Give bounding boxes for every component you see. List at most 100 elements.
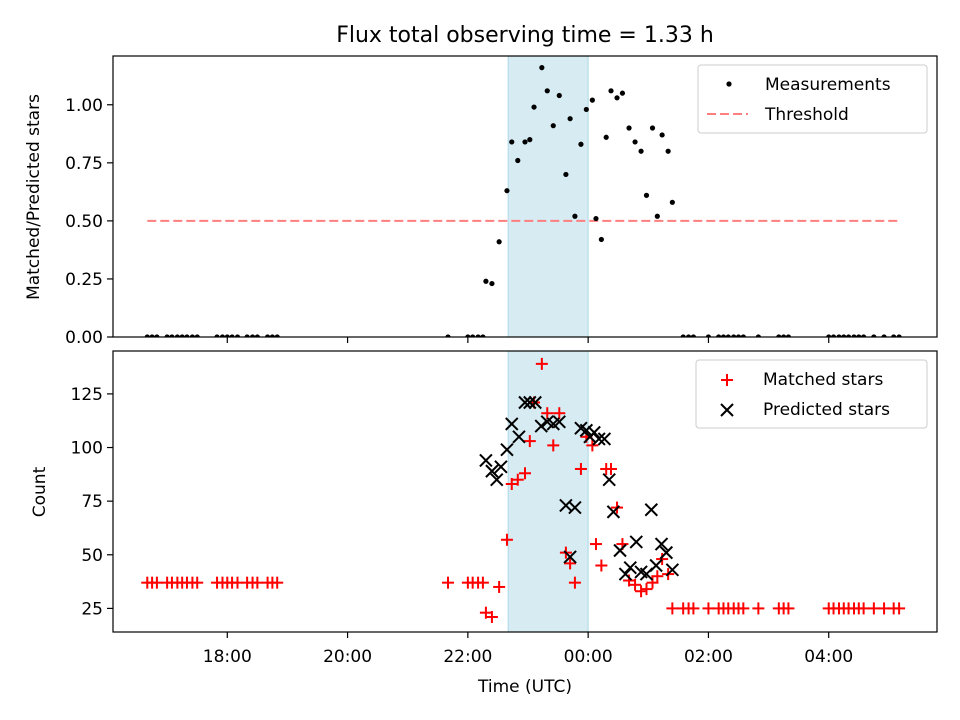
- matched-star-point: [656, 553, 669, 566]
- measurement-point: [194, 334, 200, 337]
- predicted-star-point: [613, 543, 627, 558]
- measurement-point: [781, 334, 787, 337]
- measurement-point: [567, 116, 573, 122]
- predicted-star-point: [606, 505, 621, 519]
- measurement-point: [845, 334, 852, 337]
- measurement-point: [603, 134, 609, 140]
- bottom-y-tick-label: 50: [81, 546, 103, 566]
- predicted-star-point: [490, 472, 504, 487]
- measurement-point: [496, 239, 502, 245]
- measurement-point: [572, 213, 578, 219]
- measurement-point: [598, 236, 604, 243]
- measurement-point: [731, 334, 737, 337]
- measurement-point: [544, 88, 550, 94]
- measurement-point: [480, 334, 486, 337]
- matched-star-point: [867, 602, 880, 615]
- measurement-point: [649, 125, 656, 131]
- predicted-star-point: [597, 432, 612, 446]
- measurement-point: [504, 188, 510, 194]
- top-y-tick-label: 0.00: [65, 328, 103, 348]
- matched-star-point: [541, 407, 554, 420]
- top-panel: 0.00 0.25 0.50 0.75 1.00 Matched/Predicted s…: [24, 55, 938, 348]
- top-panel-shaded-span: [507, 55, 589, 338]
- bottom-y-tick-label: 100: [71, 439, 103, 459]
- matched-star-point: [505, 477, 518, 490]
- measurement-point: [578, 141, 584, 147]
- measurement-point: [589, 97, 595, 103]
- predicted-star-point: [602, 472, 616, 487]
- measurement-point: [164, 334, 170, 337]
- top-y-tick-label: 1.00: [65, 96, 103, 116]
- predicted-star-point: [518, 395, 532, 410]
- measurement-point: [475, 334, 481, 337]
- legend-measurements-marker: [726, 81, 732, 87]
- predicted-star-point: [563, 550, 577, 564]
- matched-star-point: [150, 576, 163, 589]
- bottom-panel: 25 50 75 100 125 18:00 20:00 22:00 00:00 02:00 04…: [30, 350, 938, 697]
- matched-star-point: [500, 533, 513, 546]
- predicted-star-point: [623, 560, 637, 575]
- measurement-point: [720, 334, 727, 337]
- predicted-star-point: [512, 430, 526, 444]
- x-tick-label: 04:00: [804, 647, 853, 667]
- matched-star-point: [666, 602, 679, 615]
- predicted-star-point: [494, 460, 508, 474]
- predicted-star-point: [568, 500, 582, 515]
- measurement-point: [174, 334, 180, 337]
- predicted-star-point: [528, 395, 542, 410]
- predicted-star-point: [659, 545, 674, 560]
- matched-star-point: [857, 602, 870, 615]
- bottom-y-axis-label: Count: [30, 466, 50, 517]
- chart-title: Flux total observing time = 1.33 h: [336, 23, 714, 48]
- measurement-point: [836, 334, 842, 337]
- measurement-point: [527, 137, 533, 143]
- matched-star-point: [519, 467, 531, 480]
- top-y-axis-label: Matched/Predicted stars: [24, 94, 44, 300]
- measurement-point: [705, 334, 712, 337]
- top-y-tick-label: 0.25: [65, 270, 103, 290]
- legend-predicted-label: Predicted stars: [763, 400, 890, 420]
- top-y-tick-label: 0.50: [65, 212, 103, 232]
- measurement-point: [593, 215, 599, 222]
- matched-star-point: [629, 578, 642, 591]
- measurement-point: [189, 334, 195, 337]
- measurement-point: [244, 334, 250, 337]
- matched-star-point: [640, 583, 653, 596]
- bottom-legend: Matched stars Predicted stars: [695, 359, 928, 429]
- top-y-axis: 0.00 0.25 0.50 0.75 1.00: [65, 96, 113, 348]
- top-x-ticks: [226, 337, 830, 343]
- measurement-point: [669, 199, 675, 205]
- measurement-point: [716, 334, 722, 337]
- top-panel-frame: [112, 55, 938, 338]
- measurement-point: [515, 157, 521, 164]
- measurement-point: [851, 334, 857, 337]
- top-y-tick-label: 0.75: [65, 154, 103, 174]
- measurement-point: [489, 280, 495, 287]
- measurement-point: [881, 334, 887, 337]
- measurement-point: [445, 334, 451, 337]
- matched-star-point: [191, 576, 204, 589]
- measurement-point: [861, 334, 867, 337]
- measurement-point: [735, 334, 742, 337]
- predicted-star-point: [587, 425, 601, 440]
- measurement-point: [619, 90, 626, 96]
- legend-matched-marker: [721, 374, 733, 386]
- measurement-point: [632, 139, 638, 145]
- measurement-point: [274, 334, 280, 337]
- measurement-point: [654, 213, 660, 219]
- measurement-point: [144, 334, 150, 337]
- measurement-point: [269, 334, 275, 337]
- measurement-point: [563, 171, 569, 178]
- measurement-point: [224, 334, 230, 337]
- legend-threshold-label: Threshold: [764, 105, 849, 125]
- measurement-point: [659, 132, 665, 138]
- measurement-point: [169, 334, 175, 337]
- bottom-legend-box: [695, 359, 928, 429]
- matched-star-point: [646, 576, 659, 589]
- measurement-point: [740, 334, 746, 337]
- predicted-star-point: [523, 395, 537, 410]
- predicted-star-point: [534, 419, 548, 433]
- matched-star-point: [702, 602, 715, 615]
- measurement-point: [509, 139, 515, 145]
